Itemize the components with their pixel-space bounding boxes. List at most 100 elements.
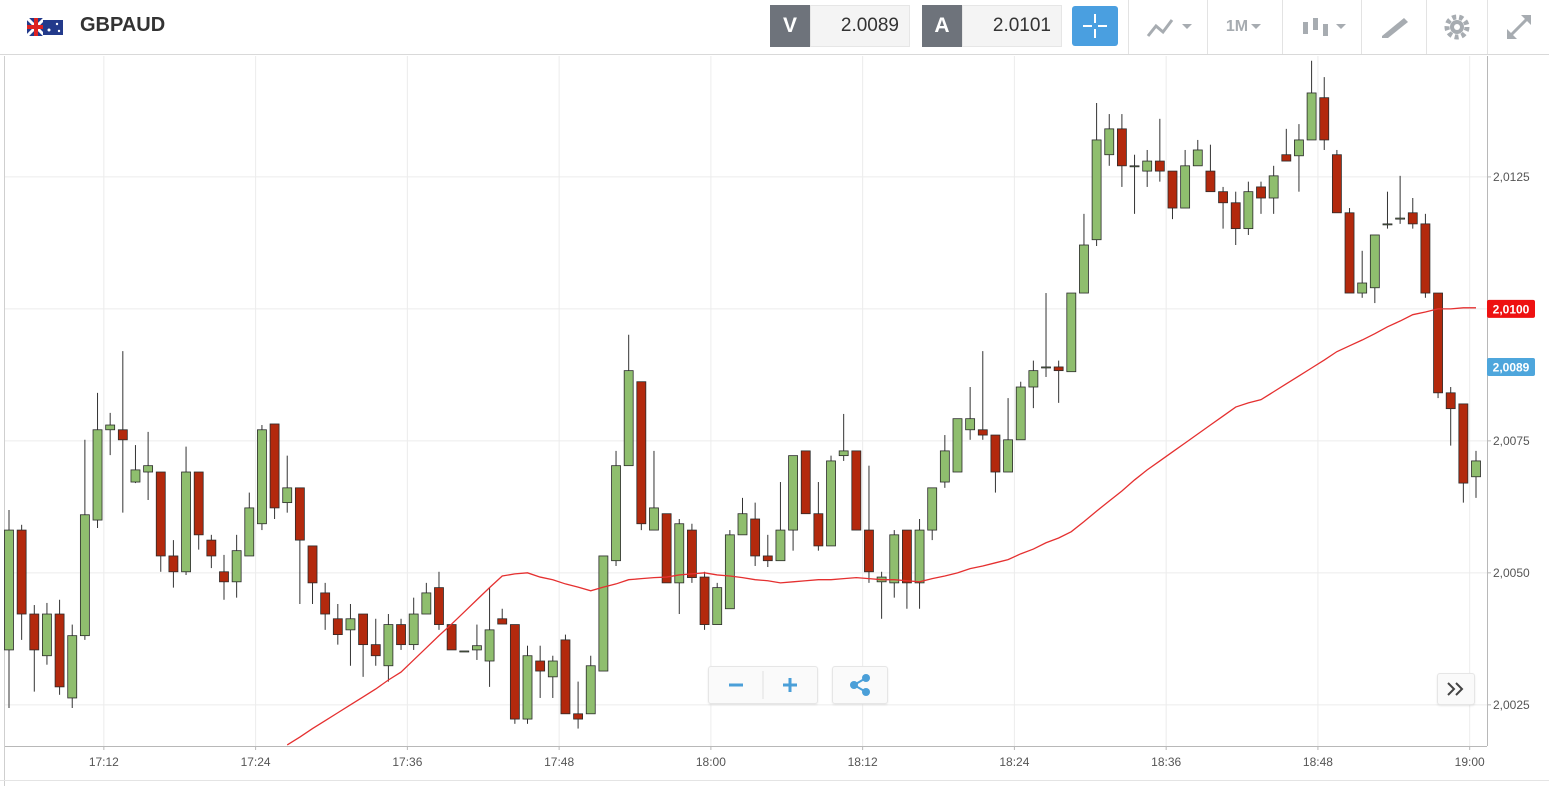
candle-body [67,635,78,699]
settings-button[interactable] [1426,0,1487,54]
candle-body [1433,292,1443,394]
chart-type-icon [1303,18,1346,36]
candle-body [1294,139,1304,157]
fullscreen-button[interactable] [1487,0,1549,54]
x-tick-label: 17:48 [544,755,574,769]
candle-body [1142,160,1153,172]
candle-body [1407,212,1418,225]
buy-button[interactable]: A [922,5,962,47]
candle-body [282,487,293,504]
buy-price[interactable]: 2.0101 [962,5,1062,47]
candle-body [105,424,116,431]
candle-body [1382,223,1393,226]
candle-body [244,507,255,557]
candle-body [927,487,938,531]
caret [1251,24,1262,29]
candle-body [1445,392,1456,410]
candle-body [1091,139,1102,241]
candle-body [1395,217,1406,220]
candle-body [1003,439,1013,473]
candle-body [560,639,571,715]
candle-body [383,624,394,667]
candle-body [155,471,166,557]
chart-type-button[interactable] [1282,0,1361,54]
candle-body [535,660,546,672]
candle-body [1357,282,1368,294]
flag-star [57,29,61,33]
candle-body [1104,128,1115,156]
candle-body [914,529,925,584]
x-tick-label: 18:12 [848,755,878,769]
moving-average-line [286,307,1476,746]
y-tick-label: 2,0125 [1493,170,1530,184]
indicator-button[interactable] [1128,0,1207,54]
candle-glyph [1323,24,1328,36]
dropdown-caret [1336,24,1346,29]
flag-stripe [27,25,45,29]
flag-star [47,28,51,32]
candle-body [598,555,609,672]
share-button[interactable] [832,666,888,704]
draw-icon [1382,18,1408,38]
candle-body [79,514,90,637]
candle-body [724,534,735,610]
candle-body [1243,191,1254,230]
candle-body [345,618,356,631]
candle-body [661,513,672,584]
candle-body [1306,92,1317,141]
price-tag-label: 2,0100 [1493,302,1530,316]
sell-button[interactable]: V [770,5,810,47]
candle-glyph [1313,18,1318,30]
candles [4,60,1481,729]
share-dot [862,688,870,696]
candle-body [1458,403,1469,484]
candle-body [434,587,444,625]
candle-body [826,460,836,547]
gear-icon [1444,14,1470,40]
grid [5,56,1487,746]
candle-body [181,471,191,573]
candle-body [851,450,862,531]
y-tick-label: 2,0025 [1493,698,1530,712]
toolbar: GBPAUD V 2.0089 A 2.0101 1M [0,0,1549,55]
candle-body [788,455,798,531]
candle-body [1471,460,1481,478]
crosshair-button[interactable] [1072,6,1118,46]
candle-body [750,518,761,557]
y-tick-label: 2,0075 [1493,434,1530,448]
crosshair-icon [1083,14,1107,38]
candle-body [1230,202,1241,230]
candle-body [1053,366,1064,372]
candle-body [813,513,824,547]
flag-icon [27,18,63,36]
candle-body [762,555,773,562]
candle-body [522,655,533,720]
candle-body [1116,128,1127,167]
draw-button[interactable] [1361,0,1426,54]
candle-body [1192,149,1203,167]
x-tick-label: 17:12 [89,755,119,769]
chevron [1447,682,1456,696]
candle-body [396,624,406,646]
candle-body [358,613,369,646]
candle-body [497,618,508,625]
candle-body [1268,175,1279,199]
candle-body [320,592,331,615]
candle-body [977,429,988,436]
candle-body [206,539,217,557]
scroll-to-end-button[interactable] [1437,673,1475,705]
indicator-icon [1146,19,1192,37]
candle-body [573,713,583,720]
candle-body [636,381,647,525]
timeframe-button[interactable]: 1M [1207,0,1282,54]
candle-body [509,624,520,720]
sell-price[interactable]: 2.0089 [810,5,910,47]
share-dot [862,674,870,682]
chevron-icon [1447,682,1464,696]
candle-body [92,429,103,521]
candle-body [484,629,495,662]
x-tick-label: 17:24 [241,755,271,769]
symbol: GBPAUD [80,14,166,36]
